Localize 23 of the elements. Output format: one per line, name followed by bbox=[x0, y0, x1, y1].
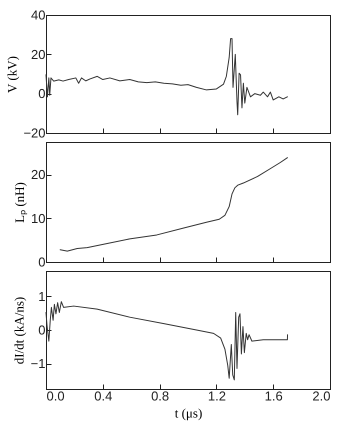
line-series bbox=[46, 38, 288, 116]
y-axis-title: V (kV) bbox=[4, 56, 20, 93]
y-tick-label: 20 bbox=[31, 46, 46, 62]
y-axis-title: Lₚ (nH) bbox=[12, 182, 28, 223]
y-tick-label: 0 bbox=[38, 254, 46, 270]
x-tick-label: 0.4 bbox=[94, 388, 112, 404]
y-tick-label: 20 bbox=[31, 167, 46, 182]
x-tick-label: 1.2 bbox=[208, 388, 226, 404]
y-axis-title: dI/dt (kA/ns) bbox=[12, 296, 27, 364]
x-axis-title: t (μs) bbox=[174, 406, 202, 420]
y-tick-label: 0 bbox=[38, 322, 46, 338]
x-tick-label: 1.6 bbox=[264, 388, 283, 404]
x-tick-label: 2.0 bbox=[312, 388, 330, 404]
x-tick-label: 0.0 bbox=[46, 388, 65, 404]
y-tick-label: −1 bbox=[30, 356, 46, 372]
y-tick-label: 0 bbox=[38, 86, 46, 102]
x-tick-label: 0.8 bbox=[151, 388, 170, 404]
y-tick-label: −20 bbox=[23, 126, 46, 140]
y-tick-label: 40 bbox=[31, 8, 46, 22]
line-series bbox=[60, 157, 288, 252]
line-series bbox=[46, 301, 288, 380]
y-tick-label: 10 bbox=[31, 210, 46, 226]
y-tick-label: 1 bbox=[38, 288, 46, 304]
